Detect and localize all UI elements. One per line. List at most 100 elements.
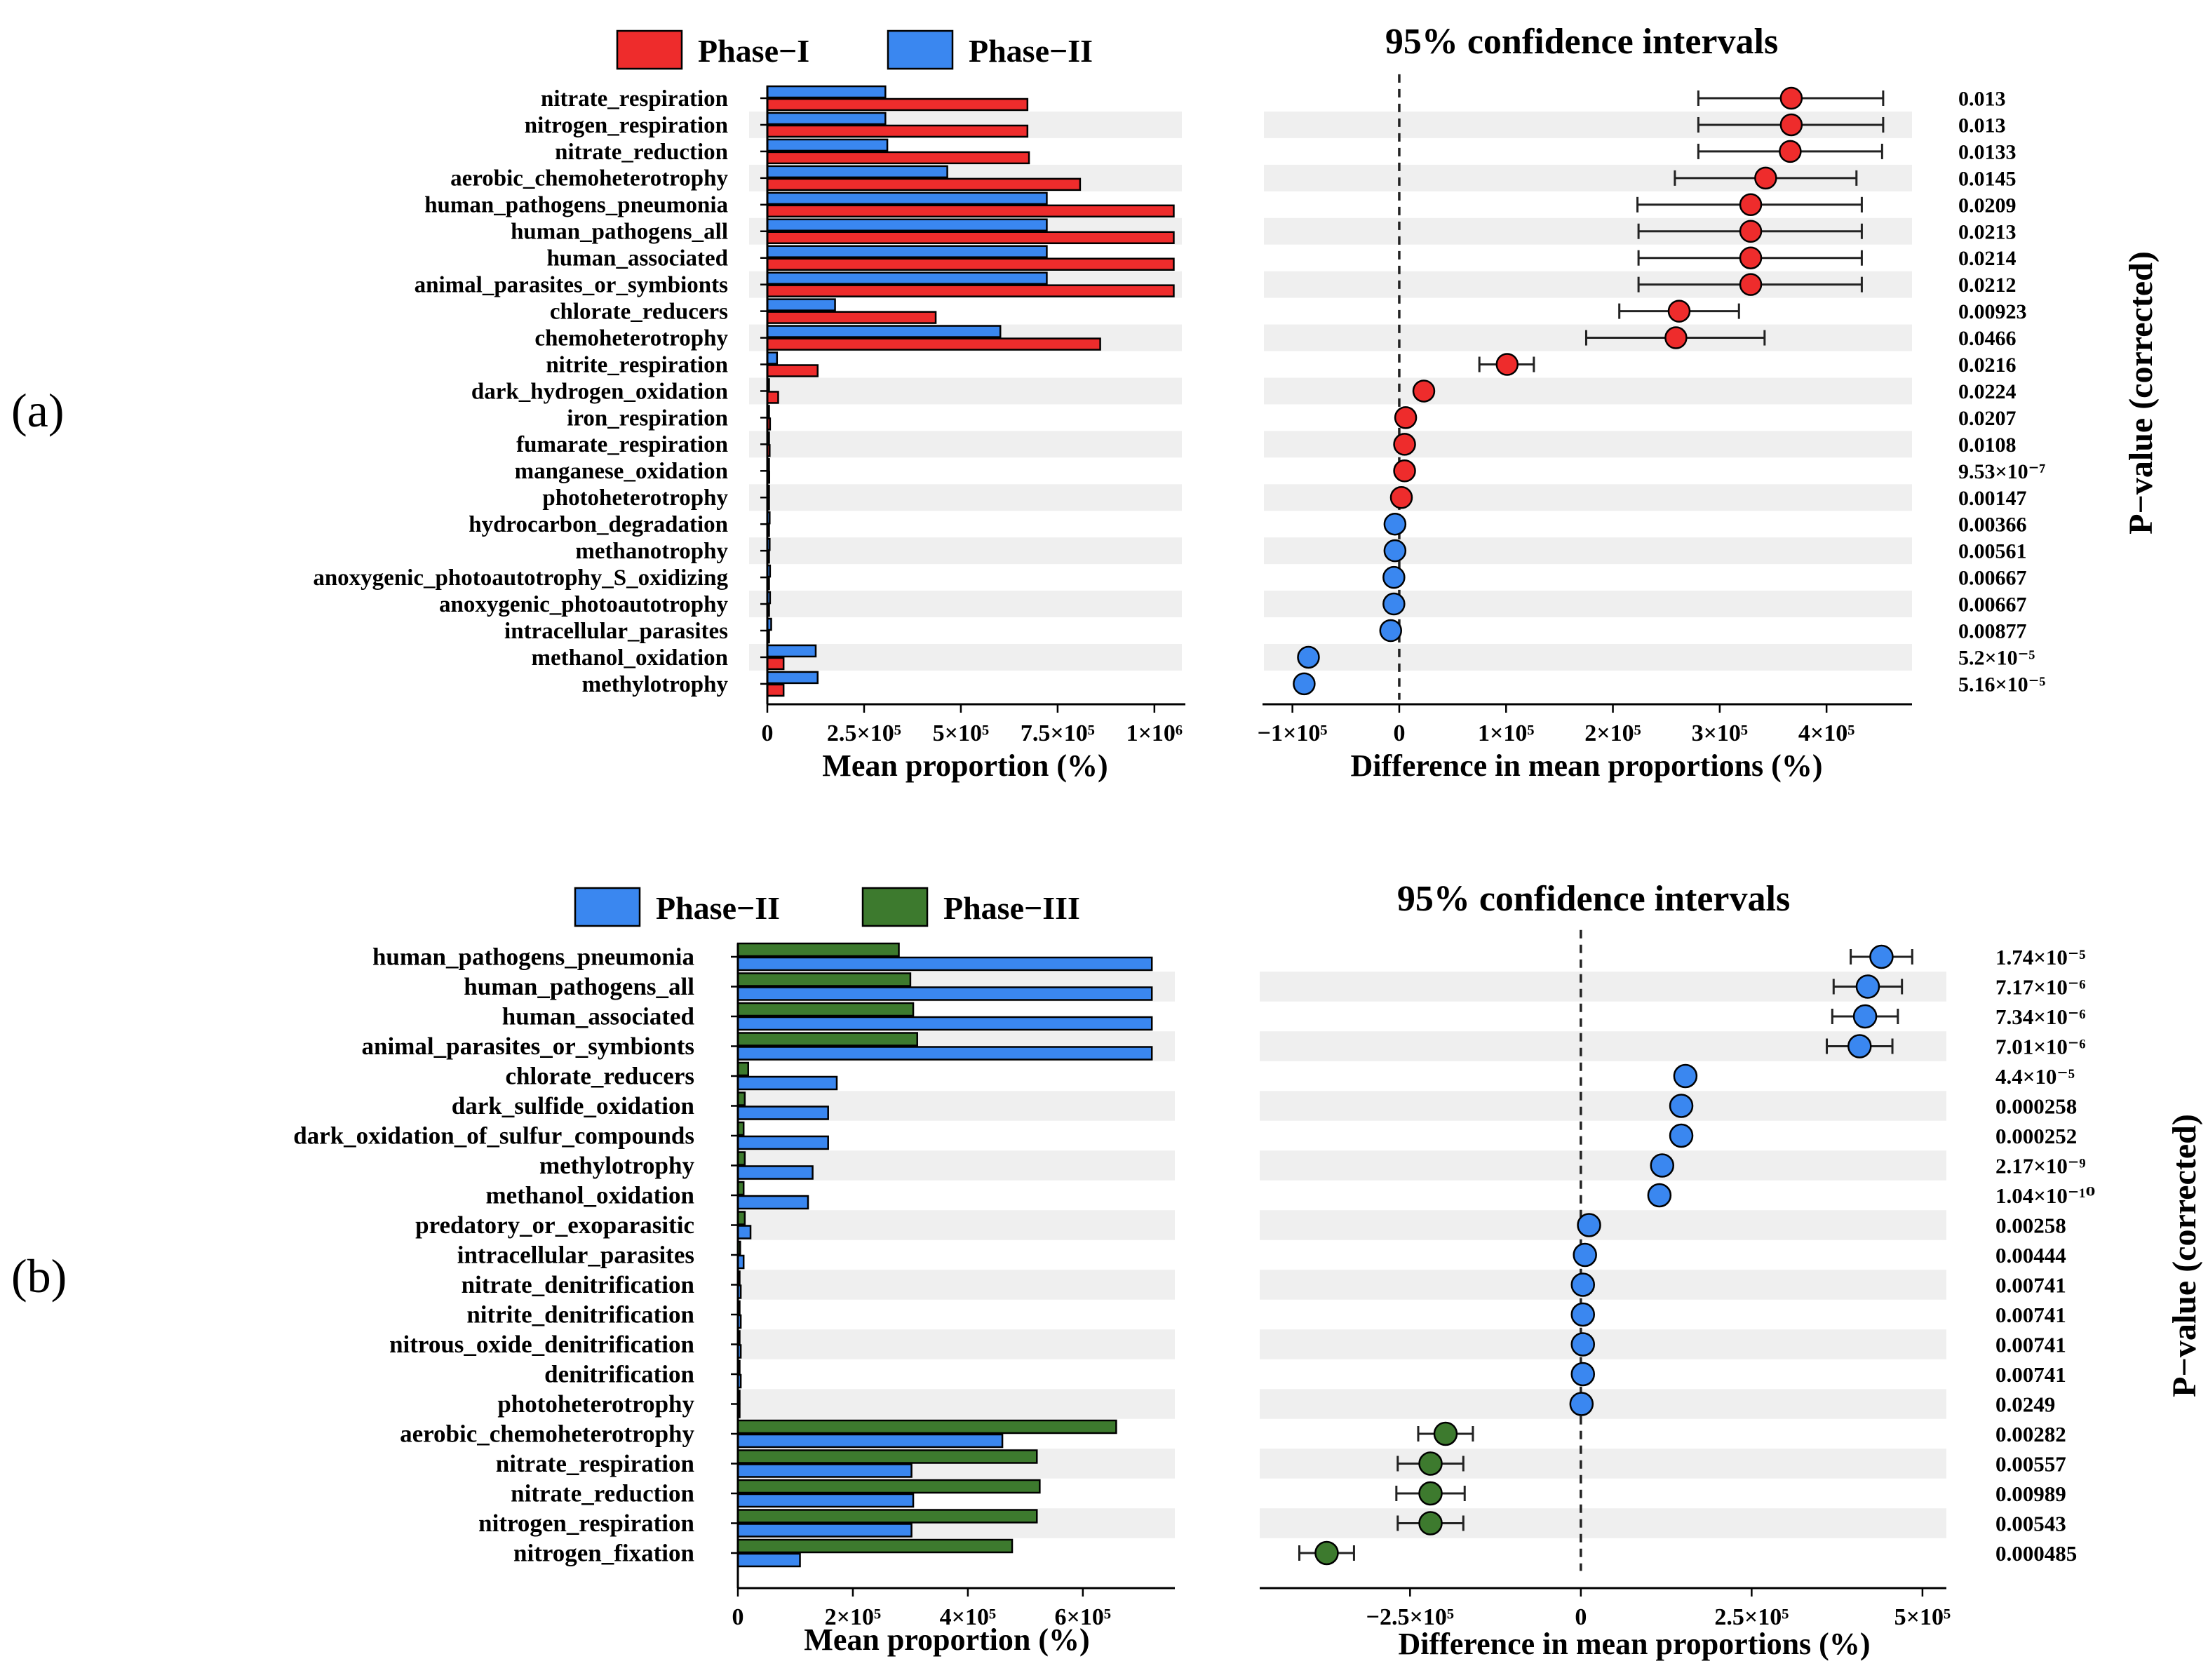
bar-Phase−I <box>766 657 785 671</box>
diff-point <box>1739 220 1763 243</box>
bar-Phase−II <box>766 271 1048 285</box>
diff-point <box>1293 672 1316 696</box>
diff-point <box>1394 406 1418 429</box>
row-band <box>738 1270 1175 1300</box>
diff-point <box>1393 433 1416 456</box>
row-band <box>1260 1150 1946 1181</box>
bar-Phase−I <box>766 391 779 404</box>
p-value: 5.2×10⁻⁵ <box>1958 646 2035 669</box>
category-label: dark_oxidation_of_sulfur_compounds <box>293 1122 694 1150</box>
category-label: human_pathogens_pneumonia <box>424 193 728 218</box>
diff-point <box>1393 459 1416 483</box>
bar-Phase−III <box>736 1032 919 1047</box>
bar-x-tick-label: 4×10⁵ <box>940 1604 997 1630</box>
p-value: 4.4×10⁻⁵ <box>1995 1064 2075 1089</box>
row-band <box>749 591 1182 618</box>
category-label: iron_respiration <box>567 405 728 431</box>
category-label: methylotrophy <box>582 672 729 697</box>
bar-Phase−II <box>736 1046 1153 1061</box>
diff-point <box>1739 193 1763 217</box>
bar-Phase−II <box>766 671 819 685</box>
bar-Phase−II <box>766 325 1002 338</box>
p-value: 1.04×10⁻¹⁰ <box>1995 1183 2095 1208</box>
category-label: human_associated <box>502 1003 695 1030</box>
diff-x-tick-label: −1×10⁵ <box>1258 720 1328 746</box>
category-label: nitrogen_fixation <box>513 1540 694 1567</box>
category-label: nitrite_denitrification <box>466 1301 694 1329</box>
category-label: nitrite_respiration <box>546 352 728 377</box>
p-value: 0.0213 <box>1958 220 2017 243</box>
bar-Phase−II <box>736 1225 752 1239</box>
bar-Phase−III <box>736 972 912 987</box>
bar-Phase−III <box>736 1002 915 1017</box>
p-value: 0.00557 <box>1995 1451 2066 1476</box>
diff-point <box>1577 1213 1601 1237</box>
category-label: nitrate_respiration <box>496 1450 694 1477</box>
diff-point <box>1570 1302 1596 1327</box>
row-band <box>749 377 1182 405</box>
bar-Phase−II <box>766 85 887 99</box>
p-value: 5.16×10⁻⁵ <box>1958 673 2045 696</box>
category-label: nitrogen_respiration <box>478 1510 694 1537</box>
diff-point <box>1418 1451 1443 1476</box>
panel-b-ci-title: 95% confidence intervals <box>1397 879 1790 919</box>
row-band <box>1260 972 1946 1002</box>
row-band <box>749 537 1182 565</box>
row-band <box>1260 1270 1946 1300</box>
bar-Phase−I <box>766 98 1029 112</box>
bar-Phase−III <box>736 1538 1014 1554</box>
panel-b-legend-swatch-1 <box>574 887 641 927</box>
category-label: human_pathogens_all <box>464 973 694 1000</box>
p-value: 0.0214 <box>1958 247 2017 270</box>
bar-Phase−III <box>736 1479 1041 1494</box>
row-band <box>1260 1449 1946 1479</box>
category-label: chemoheterotrophy <box>534 325 728 351</box>
p-value: 7.17×10⁻⁶ <box>1995 974 2086 999</box>
diff-point <box>1647 1183 1672 1208</box>
bar-Phase−II <box>736 1106 829 1120</box>
row-band <box>1260 1210 1946 1240</box>
diff-point <box>1650 1153 1675 1178</box>
category-label: nitrate_denitrification <box>462 1271 694 1298</box>
category-label: anoxygenic_photoautotrophy <box>439 592 728 617</box>
bar-x-tick-label: 6×10⁵ <box>1055 1604 1112 1630</box>
category-label: methanotrophy <box>575 539 728 564</box>
diff-x-tick-label: 3×10⁵ <box>1692 720 1749 746</box>
diff-x-tick-label: −2.5×10⁵ <box>1366 1604 1454 1630</box>
diff-point <box>1495 353 1519 376</box>
p-value: 0.00741 <box>1995 1272 2066 1297</box>
diff-point <box>1383 512 1407 536</box>
category-label: nitrate_reduction <box>555 140 728 165</box>
row-band <box>738 1210 1175 1240</box>
diff-point <box>1739 273 1763 296</box>
bar-Phase−I <box>766 284 1175 297</box>
bar-Phase−II <box>766 191 1048 206</box>
category-label: predatory_or_exoparasitic <box>415 1211 694 1239</box>
category-label: dark_hydrogen_oxidation <box>471 379 728 404</box>
diff-point <box>1664 326 1688 349</box>
p-value: 1.74×10⁻⁵ <box>1995 945 2086 969</box>
p-value: 0.00667 <box>1958 567 2027 590</box>
diff-point <box>1779 140 1802 163</box>
category-label: manganese_oxidation <box>515 459 728 484</box>
panel-a-chart: nitrate_respiration 0.013 nitrogen_respira… <box>313 74 2045 746</box>
p-value: 0.0209 <box>1958 194 2017 217</box>
diff-x-tick-label: 2.5×10⁵ <box>1714 1604 1789 1630</box>
bar-Phase−II <box>736 1135 829 1150</box>
panel-a-legend-label-2: Phase−II <box>969 33 1093 69</box>
category-label: dark_sulfide_oxidation <box>452 1092 694 1120</box>
bar-Phase−II <box>766 165 948 179</box>
p-value: 0.000252 <box>1995 1124 2077 1148</box>
bar-x-tick-label: 7.5×10⁵ <box>1021 720 1095 746</box>
bar-Phase−III <box>736 1509 1038 1524</box>
category-label: nitrate_respiration <box>541 86 728 112</box>
bar-Phase−III <box>736 1061 750 1077</box>
category-label: animal_parasites_or_symbionts <box>362 1033 694 1060</box>
diff-point <box>1779 113 1803 137</box>
diff-point <box>1669 1094 1694 1118</box>
diff-point <box>1570 1332 1596 1357</box>
panel-a-ci-title: 95% confidence intervals <box>1385 22 1778 62</box>
p-value: 7.01×10⁻⁶ <box>1995 1034 2086 1059</box>
diff-point <box>1389 486 1413 509</box>
category-label: nitrate_reduction <box>511 1480 694 1507</box>
